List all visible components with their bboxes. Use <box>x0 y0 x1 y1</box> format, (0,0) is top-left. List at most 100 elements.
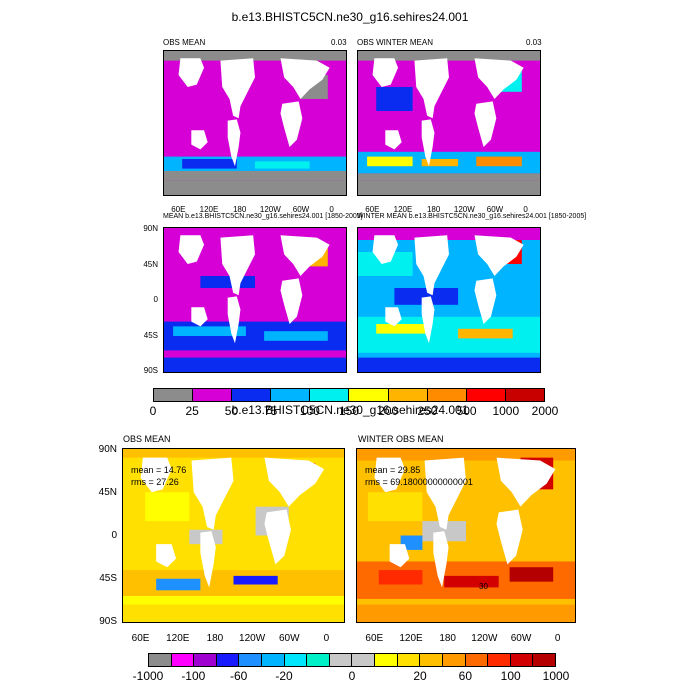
panel6-rms: rms = 69.18000000000001 <box>365 477 473 487</box>
y-tick-label: 45S <box>99 573 117 584</box>
field-patch <box>394 288 459 305</box>
x-tick-label: 60W <box>486 205 504 214</box>
field-patch <box>200 276 255 288</box>
field-patch <box>182 159 237 169</box>
field-patch <box>145 492 190 522</box>
land-mask <box>389 544 410 568</box>
colorbar-swatch <box>216 654 240 666</box>
field-patch <box>367 156 413 167</box>
colorbar-swatch <box>510 654 534 666</box>
panel1-title: OBS MEAN <box>163 38 206 47</box>
x-tick-label: 120E <box>393 205 413 214</box>
field-patch <box>509 567 554 582</box>
x-tick-label: 60W <box>278 633 300 644</box>
colorbar-tick-label: 1000 <box>542 669 570 683</box>
land-mask <box>178 58 205 87</box>
x-tick-label: 180 <box>206 633 224 644</box>
x-tick-label: 120E <box>399 633 423 644</box>
panel6-contour-label: 30 <box>479 582 488 591</box>
land-mask <box>227 119 241 167</box>
y-tick-label: 90S <box>99 616 117 627</box>
x-tick-label: 0 <box>329 205 334 214</box>
colorbar-bottom <box>148 653 556 667</box>
colorbar-tick-label: 25 <box>185 404 199 418</box>
land-mask <box>496 457 556 507</box>
x-tick-label: 120W <box>471 633 498 644</box>
land-mask <box>496 509 523 565</box>
panel1-right-label: 0.03 <box>331 38 347 47</box>
x-tick-label: 180 <box>426 205 441 214</box>
colorbar-tick-label: -20 <box>275 669 293 683</box>
colorbar-tick-label: 150 <box>338 404 360 418</box>
land-mask <box>200 531 216 588</box>
y-tick-label: 0 <box>111 530 117 541</box>
colorbar-tick-label: -1000 <box>132 669 164 683</box>
field-patch <box>233 575 278 585</box>
colorbar-swatch <box>442 654 466 666</box>
colorbar-swatch <box>149 654 172 666</box>
colorbar-swatch <box>171 654 195 666</box>
field-patch <box>173 326 246 336</box>
land-mask <box>385 130 402 150</box>
colorbar-swatch <box>420 654 443 666</box>
panel5-map: mean = 14.76 rms = 27.26 <box>122 448 345 623</box>
land-mask <box>372 235 399 264</box>
colorbar-tick-label: 60 <box>458 669 473 683</box>
field-patch <box>255 161 310 169</box>
field-patch <box>444 575 499 588</box>
field-patch <box>376 87 413 111</box>
land-mask <box>433 531 449 588</box>
colorbar-swatch <box>310 389 350 401</box>
y-tick-label: 45S <box>143 330 158 340</box>
colorbar-tick-label: 500 <box>456 404 477 418</box>
x-tick-label: 120W <box>259 205 281 214</box>
panel6-map: mean = 29.85 rms = 69.18000000000001 30 <box>356 448 576 623</box>
x-tick-label: 60E <box>131 633 150 644</box>
land-mask <box>424 457 466 530</box>
colorbar-swatch <box>352 654 376 666</box>
field-patch <box>358 316 540 353</box>
field-patch <box>357 449 575 461</box>
land-mask <box>280 58 330 99</box>
colorbar-swatch <box>271 389 311 401</box>
x-tick-label: 60W <box>292 205 310 214</box>
panel6-mean: mean = 29.85 <box>365 465 421 475</box>
field-patch <box>358 173 540 181</box>
land-mask <box>220 58 255 119</box>
field-patch <box>123 596 344 605</box>
colorbar-tick-label: 100 <box>500 669 521 683</box>
colorbar-swatch <box>533 654 555 666</box>
panel2-map <box>357 50 541 196</box>
field-patch <box>358 51 540 61</box>
colorbar-swatch <box>505 389 544 401</box>
colorbar-swatch <box>307 654 330 666</box>
colorbar-swatch <box>427 389 467 401</box>
x-tick-label: 60E <box>365 633 384 644</box>
land-mask <box>374 457 405 493</box>
land-mask <box>414 58 449 119</box>
field-patch <box>367 492 423 522</box>
x-tick-label: 180 <box>232 205 247 214</box>
panel5-title: OBS MEAN <box>123 434 171 444</box>
field-map <box>123 449 344 622</box>
x-tick-label: 60E <box>365 205 380 214</box>
panel2-right-label: 0.03 <box>526 38 542 47</box>
x-tick-label: 0 <box>323 633 330 644</box>
x-tick-label: 0 <box>523 205 528 214</box>
land-mask <box>280 278 303 324</box>
colorbar-tick-label: 75 <box>263 404 278 418</box>
panel5-mean: mean = 14.76 <box>131 465 187 475</box>
y-tick-label: 0 <box>153 295 158 304</box>
colorbar-swatch <box>284 654 308 666</box>
land-mask <box>474 235 524 276</box>
x-tick-label: 60E <box>171 205 186 214</box>
colorbar-swatch <box>154 389 194 401</box>
x-tick-label: 60W <box>510 633 532 644</box>
field-patch <box>164 51 346 61</box>
colorbar-swatch <box>232 389 272 401</box>
field-patch <box>476 156 522 167</box>
land-mask <box>280 101 303 147</box>
panel3-title: MEAN b.e13.BHISTC5CN.ne30_g16.sehires24.… <box>163 213 363 220</box>
land-mask <box>474 278 497 324</box>
colorbar-tick-label: -60 <box>229 669 248 683</box>
